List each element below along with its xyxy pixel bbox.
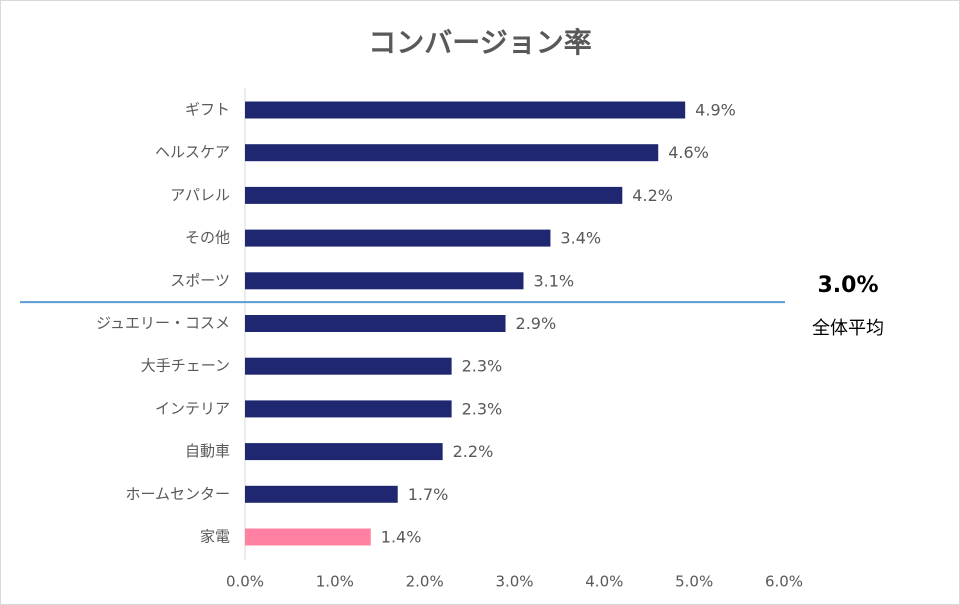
y-tick-label: ジュエリー・コスメ bbox=[96, 314, 230, 332]
data-label: 1.4% bbox=[381, 528, 422, 547]
y-tick-label: 自動車 bbox=[185, 442, 230, 460]
bar bbox=[245, 229, 551, 247]
x-tick-label: 0.0% bbox=[226, 573, 264, 591]
bar bbox=[245, 357, 452, 375]
data-label: 2.2% bbox=[453, 442, 494, 461]
y-tick-label: インテリア bbox=[155, 399, 230, 417]
reference-value: 3.0% bbox=[817, 273, 878, 298]
bar bbox=[245, 315, 506, 332]
x-tick-label: 6.0% bbox=[765, 573, 803, 591]
bar bbox=[245, 144, 659, 162]
data-label: 2.9% bbox=[516, 314, 557, 333]
data-label: 2.3% bbox=[462, 399, 503, 418]
data-label: 3.1% bbox=[533, 271, 574, 290]
bar bbox=[245, 272, 524, 290]
x-tick-label: 5.0% bbox=[675, 573, 713, 591]
bar bbox=[245, 443, 443, 461]
data-label: 4.9% bbox=[695, 101, 736, 120]
data-label: 4.2% bbox=[632, 186, 673, 205]
y-tick-label: ギフト bbox=[185, 101, 230, 119]
data-label: 4.6% bbox=[668, 143, 709, 162]
data-label: 3.4% bbox=[560, 229, 601, 248]
x-tick-label: 1.0% bbox=[316, 573, 354, 591]
bar bbox=[245, 485, 398, 503]
y-tick-label: その他 bbox=[185, 229, 230, 247]
chart-title: コンバージョン率 bbox=[368, 26, 591, 59]
data-label: 2.3% bbox=[462, 357, 503, 376]
x-tick-label: 3.0% bbox=[495, 573, 533, 591]
bar bbox=[245, 528, 371, 546]
bar bbox=[245, 400, 452, 418]
y-tick-label: アパレル bbox=[170, 186, 230, 204]
x-tick-label: 2.0% bbox=[406, 573, 444, 591]
bar bbox=[245, 101, 686, 119]
bar bbox=[245, 186, 623, 204]
y-tick-label: 大手チェーン bbox=[141, 357, 230, 375]
y-tick-label: スポーツ bbox=[170, 271, 230, 289]
y-tick-label: ヘルスケア bbox=[155, 143, 230, 161]
y-tick-label: ホームセンター bbox=[125, 485, 230, 503]
x-tick-label: 4.0% bbox=[585, 573, 623, 591]
y-tick-label: 家電 bbox=[200, 528, 230, 546]
reference-label: 全体平均 bbox=[812, 318, 884, 339]
data-label: 1.7% bbox=[408, 485, 449, 504]
